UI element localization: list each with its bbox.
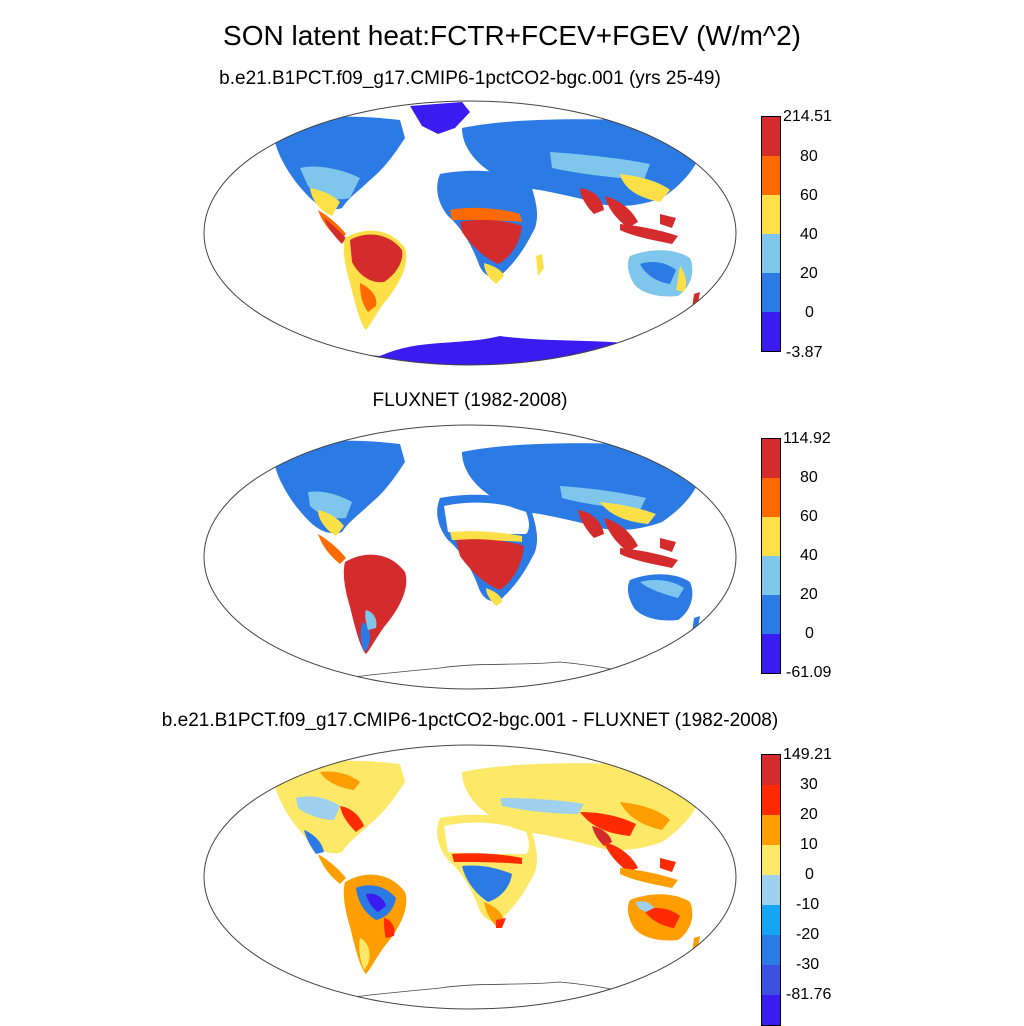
colorbar-label: 20: [800, 586, 818, 603]
colorbar-label: 10: [800, 836, 818, 853]
colorbar-label: -10: [796, 896, 820, 913]
colorbar-seg: [762, 234, 780, 273]
colorbar-label: -20: [796, 926, 820, 943]
colorbar-label: -30: [796, 956, 820, 973]
colorbar-seg: [762, 478, 780, 517]
antarctica: [309, 661, 651, 685]
colorbar-seg: [762, 785, 780, 815]
colorbar-label: 30: [800, 776, 818, 793]
colorbar-seg: [762, 875, 780, 905]
north-america: [273, 440, 405, 534]
greenland: [410, 102, 470, 134]
panel-1-title: b.e21.B1PCT.f09_g17.CMIP6-1pctCO2-bgc.00…: [219, 68, 721, 89]
colorbar-seg: [762, 517, 780, 556]
colorbar-label: 20: [800, 806, 818, 823]
colorbar-label: 60: [800, 508, 818, 525]
colorbar-seg: [762, 815, 780, 845]
panel-2-colorbar: [761, 438, 781, 674]
colorbar-seg: [762, 556, 780, 595]
colorbar-label: 60: [800, 187, 818, 204]
colorbar-seg: [762, 995, 780, 1025]
colorbar-label: 40: [800, 226, 818, 243]
colorbar-label: -61.09: [786, 664, 832, 681]
panel-3-title: b.e21.B1PCT.f09_g17.CMIP6-1pctCO2-bgc.00…: [161, 710, 779, 731]
colorbar-seg: [762, 117, 780, 156]
panel-1-colorbar: [761, 116, 781, 352]
colorbar-label: 149.21: [783, 746, 832, 763]
colorbar-seg: [762, 905, 780, 935]
south-america: [343, 554, 407, 654]
colorbar-label: 40: [800, 547, 818, 564]
colorbar-label: 0: [805, 304, 814, 321]
colorbar-seg: [762, 156, 780, 195]
colorbar-seg: [762, 935, 780, 965]
figure-title: SON latent heat:FCTR+FCEV+FGEV (W/m^2): [223, 20, 801, 51]
colorbar-seg: [762, 965, 780, 995]
colorbar-seg: [762, 195, 780, 234]
north-america: [273, 116, 405, 210]
colorbar-seg: [762, 439, 780, 478]
colorbar-seg: [762, 634, 780, 673]
colorbar-seg: [762, 273, 780, 312]
panel-2-map: [203, 424, 737, 690]
panel-3-colorbar: [761, 754, 781, 1026]
colorbar-label: -81.76: [786, 986, 832, 1003]
antarctica: [204, 336, 736, 365]
colorbar-seg: [762, 755, 780, 785]
colorbar-label: -3.87: [786, 344, 823, 361]
colorbar-seg: [762, 845, 780, 875]
panel-1-map: [203, 100, 737, 366]
panel-2-title: FLUXNET (1982-2008): [372, 390, 568, 411]
colorbar-label: 0: [805, 866, 814, 883]
antarctica: [309, 981, 651, 1005]
colorbar-seg: [762, 595, 780, 634]
colorbar-seg: [762, 312, 780, 351]
colorbar-label: 114.92: [783, 430, 831, 447]
colorbar-label: 0: [805, 625, 814, 642]
colorbar-label: 80: [800, 469, 818, 486]
colorbar-label: 80: [800, 148, 818, 165]
colorbar-label: 214.51: [783, 108, 832, 125]
colorbar-label: 20: [800, 265, 818, 282]
panel-3-map: [203, 744, 737, 1010]
